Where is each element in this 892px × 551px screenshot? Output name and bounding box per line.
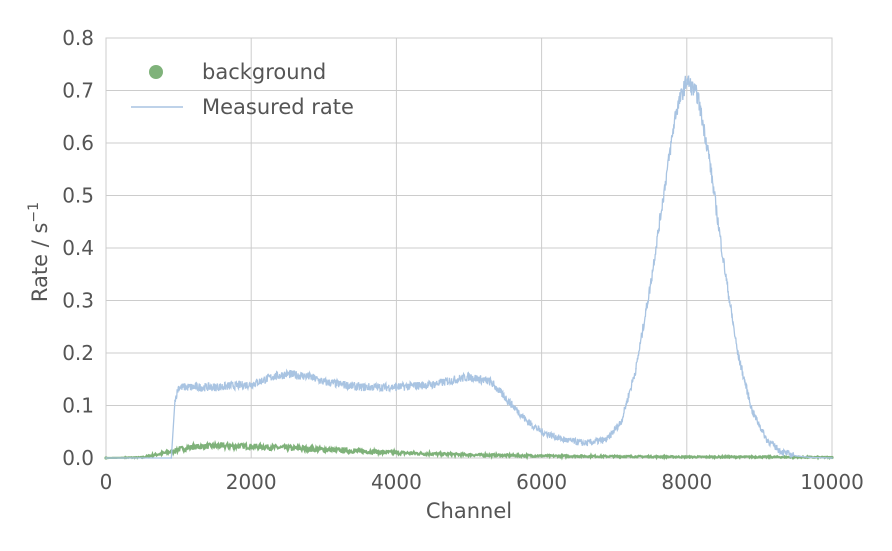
y-tick-label: 0.0 — [62, 446, 94, 470]
background-point — [213, 444, 217, 448]
measured-rate-point — [192, 386, 194, 388]
measured-rate-line — [106, 75, 833, 459]
background-point — [467, 453, 471, 457]
x-tick-label: 0 — [100, 470, 113, 494]
measured-rate-point — [831, 457, 833, 459]
measured-rate-point — [526, 420, 528, 423]
measured-rate-point — [794, 455, 797, 457]
x-axis-label: Channel — [426, 499, 512, 523]
measured-rate-point — [707, 152, 710, 155]
background-point — [431, 452, 435, 456]
y-tick-label: 0.3 — [62, 289, 94, 313]
legend-label-background: background — [202, 60, 326, 84]
measured-rate-point — [765, 438, 768, 441]
y-tick-label: 0.5 — [62, 184, 94, 208]
background-point — [503, 453, 507, 457]
background-point — [757, 455, 762, 459]
measured-rate-point — [675, 110, 677, 113]
measured-rate-point — [562, 438, 565, 441]
x-tick-label: 6000 — [516, 470, 567, 494]
measured-rate-point — [686, 79, 688, 81]
plot-frame — [105, 37, 833, 459]
series-layer — [104, 75, 834, 461]
background-point — [235, 444, 239, 448]
measured-rate-point — [214, 386, 216, 388]
series-measured-rate — [105, 75, 833, 459]
y-axis-label: Rate / s−1 — [26, 202, 52, 302]
measured-rate-point — [395, 386, 398, 388]
measured-rate-point — [504, 396, 507, 399]
y-axis-label-text: Rate / s — [28, 223, 52, 303]
background-point — [177, 448, 181, 452]
measured-rate-point — [359, 386, 361, 388]
measured-rate-point — [540, 430, 543, 433]
measured-rate-point — [606, 438, 608, 441]
x-tick-label: 4000 — [371, 470, 422, 494]
legend-marker-background — [149, 65, 163, 79]
measured-rate-point — [431, 383, 434, 386]
measured-rate-point — [489, 381, 492, 383]
background-point — [685, 455, 689, 459]
measured-rate-point — [620, 420, 623, 423]
background-point — [147, 454, 152, 458]
measured-rate-point — [323, 381, 325, 383]
measured-rate-point — [468, 375, 470, 378]
measured-rate-point — [308, 375, 311, 378]
background-point — [394, 451, 398, 455]
measured-rate-point — [584, 442, 586, 445]
y-tick-label: 0.1 — [62, 394, 94, 418]
background-point — [322, 448, 326, 452]
measured-rate-point — [664, 184, 666, 186]
background-point — [191, 445, 195, 449]
measured-rate-point — [649, 283, 652, 286]
legend: background Measured rate — [131, 60, 354, 119]
x-tick-label: 2000 — [226, 470, 277, 494]
x-tick-label: 10000 — [800, 470, 864, 494]
legend-label-measured-rate: Measured rate — [202, 95, 354, 119]
measured-rate-point — [722, 257, 724, 260]
y-tick-label: 0.7 — [62, 79, 94, 103]
measured-rate-point — [170, 457, 173, 459]
y-tick-label: 0.2 — [62, 341, 94, 365]
measured-rate-point — [696, 94, 699, 97]
measured-rate-point — [177, 386, 180, 388]
measured-rate-point — [751, 409, 753, 412]
measured-rate-point — [780, 450, 782, 453]
measured-rate-point — [286, 373, 289, 375]
background-point — [612, 454, 616, 459]
measured-rate-point — [272, 375, 274, 378]
background-point — [249, 444, 253, 449]
y-tick-label: 0.6 — [62, 131, 94, 155]
measured-rate-point — [736, 352, 739, 354]
measured-rate-point — [105, 457, 107, 459]
measured-rate-point — [809, 456, 812, 459]
y-tick-label: 0.4 — [62, 236, 94, 260]
x-tick-labels: 0 2000 4000 6000 8000 10000 — [100, 470, 864, 494]
background-point — [540, 454, 544, 458]
x-tick-label: 8000 — [661, 470, 712, 494]
measured-rate-point — [635, 367, 637, 370]
y-axis-label-exponent: −1 — [26, 202, 42, 223]
measured-rate-point — [250, 383, 252, 386]
series-background — [104, 439, 834, 461]
y-tick-label: 0.8 — [62, 26, 94, 50]
background-point — [285, 446, 290, 450]
y-tick-labels: 0.0 0.1 0.2 0.3 0.4 0.5 0.6 0.7 0.8 — [62, 26, 94, 470]
background-point — [358, 449, 362, 453]
measured-rate-point — [174, 399, 176, 402]
